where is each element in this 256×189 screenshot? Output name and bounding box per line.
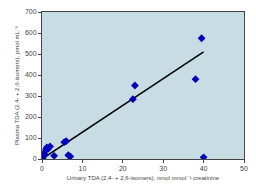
svg-text:300: 300 [25, 92, 37, 99]
svg-text:400: 400 [25, 71, 37, 78]
svg-text:50: 50 [240, 165, 248, 172]
svg-text:Urinary TDA (2,4- + 2,6-isomer: Urinary TDA (2,4- + 2,6-isomers), nmol m… [67, 175, 220, 181]
svg-text:700: 700 [25, 8, 37, 15]
svg-text:0: 0 [33, 155, 37, 162]
svg-text:0: 0 [40, 165, 44, 172]
svg-text:40: 40 [200, 165, 208, 172]
svg-text:600: 600 [25, 29, 37, 36]
svg-text:10: 10 [79, 165, 87, 172]
svg-text:500: 500 [25, 50, 37, 57]
svg-text:30: 30 [159, 165, 167, 172]
svg-text:Plasma TDA (2,4- + 2,6-isomers: Plasma TDA (2,4- + 2,6-isomers), pmol mL… [14, 26, 20, 145]
svg-text:20: 20 [119, 165, 127, 172]
svg-text:200: 200 [25, 113, 37, 120]
svg-text:100: 100 [25, 134, 37, 141]
